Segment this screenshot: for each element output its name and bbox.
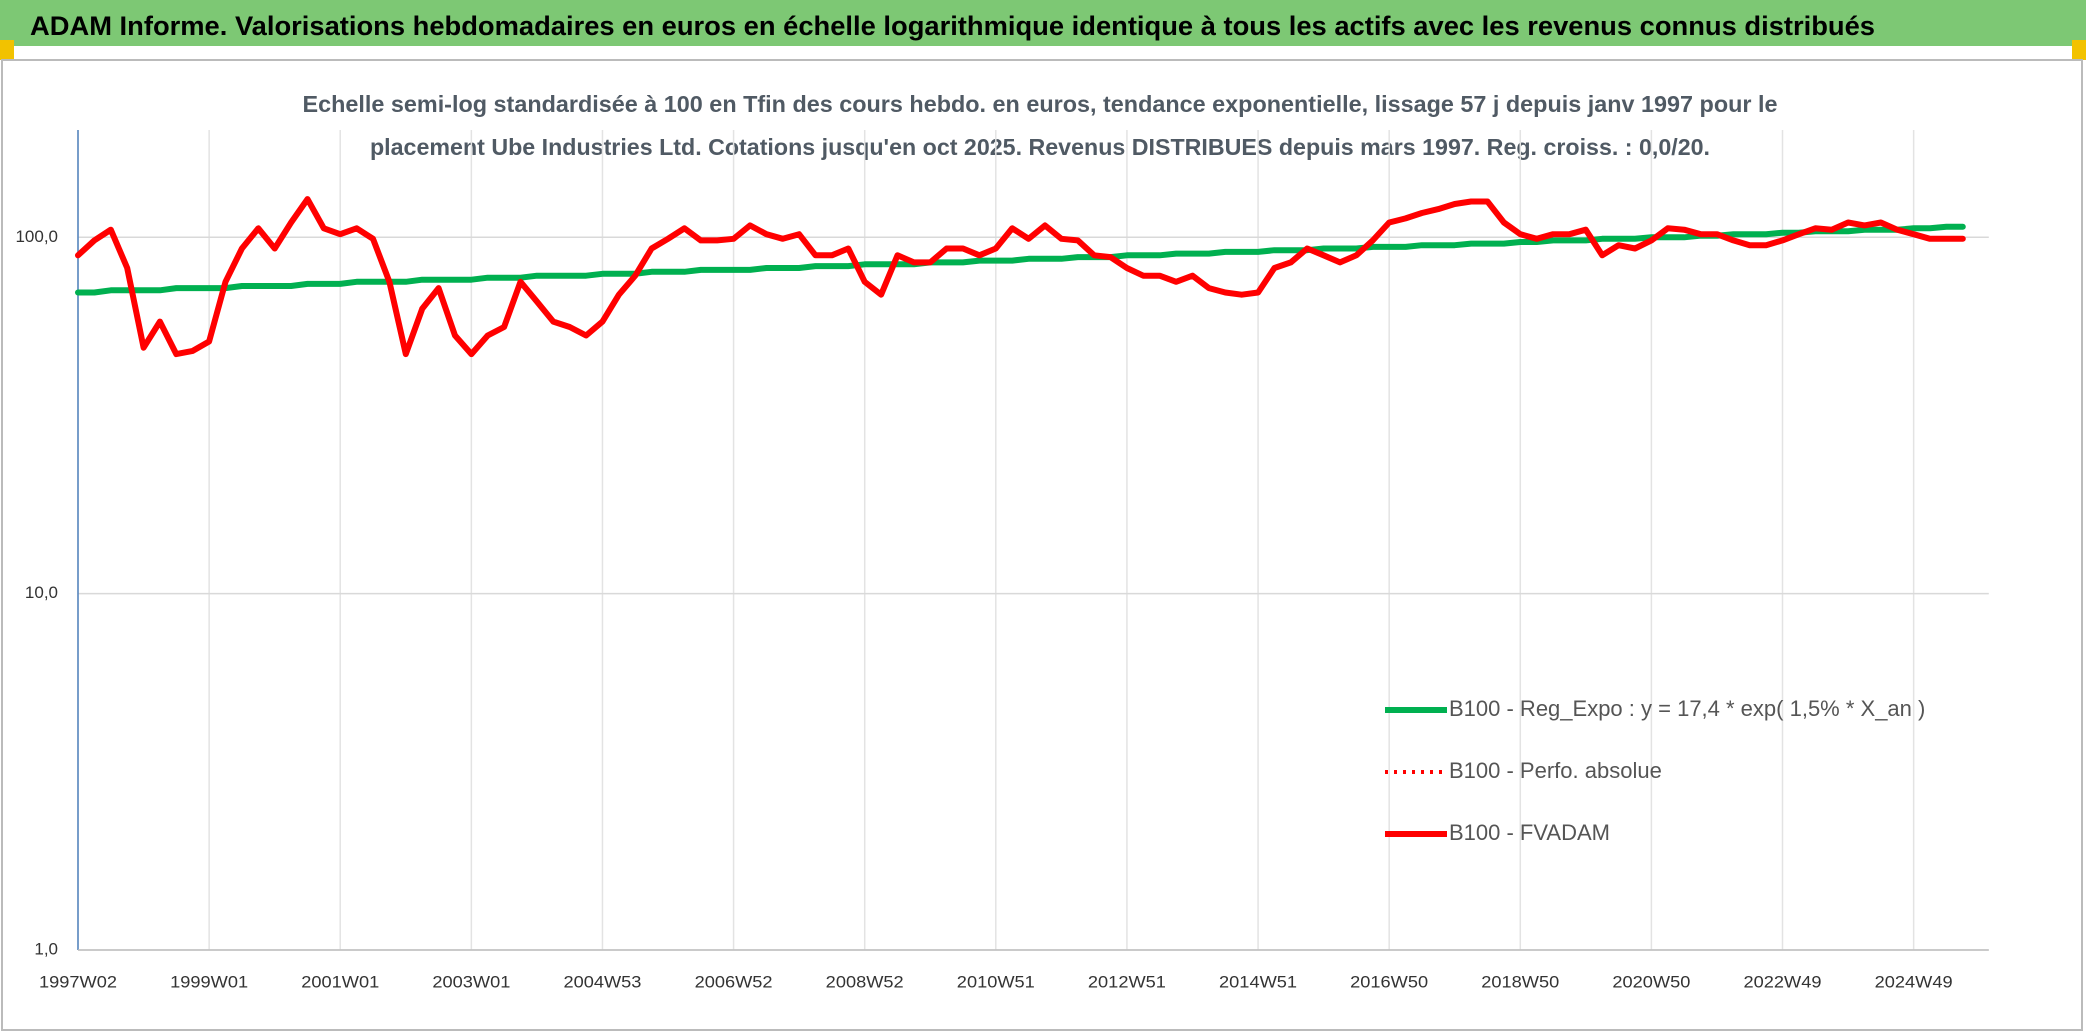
legend-label: B100 - Perfo. absolue (1449, 758, 1662, 783)
plot: 1997W02 1999W01 2001W01 2003W01 2004W53 2006W… (15, 130, 1989, 991)
x-tick-label: 2014W51 (1219, 972, 1297, 991)
y-tick-label: 10,0 (25, 583, 58, 602)
x-tick-label: 2016W50 (1350, 972, 1428, 991)
chart-frame (1, 59, 2083, 1031)
x-tick-label: 2006W52 (695, 972, 773, 991)
header-bar (0, 0, 2086, 46)
x-tick-label: 2024W49 (1875, 972, 1953, 991)
x-tick-label: 2020W50 (1612, 972, 1690, 991)
legend-label: B100 - Reg_Expo : y = 17,4 * exp( 1,5% *… (1449, 696, 1925, 721)
chart-subtitle: placement Ube Industries Ltd. Cotations … (370, 134, 1710, 160)
x-tick-label: 2004W53 (563, 972, 641, 991)
x-tick-label: 1999W01 (170, 972, 248, 991)
x-tick-label: 2012W51 (1088, 972, 1166, 991)
corner-left (0, 40, 14, 60)
x-tick-label: 2008W52 (826, 972, 904, 991)
corner-right (2072, 40, 2086, 60)
y-tick-label: 1,0 (34, 939, 58, 958)
x-tick-label: 2001W01 (301, 972, 379, 991)
x-tick-label: 2022W49 (1744, 972, 1822, 991)
x-tick-label: 2003W01 (432, 972, 510, 991)
header-title: ADAM Informe. Valorisations hebdomadaire… (30, 11, 1875, 41)
x-tick-label: 2010W51 (957, 972, 1035, 991)
legend-label: B100 - FVADAM (1449, 820, 1610, 845)
x-tick-label: 1997W02 (39, 972, 117, 991)
series-line (75, 196, 1966, 358)
y-tick-label: 100,0 (15, 227, 58, 246)
x-tick-label: 2018W50 (1481, 972, 1559, 991)
chart-subtitle: Echelle semi-log standardisée à 100 en T… (303, 91, 1778, 117)
